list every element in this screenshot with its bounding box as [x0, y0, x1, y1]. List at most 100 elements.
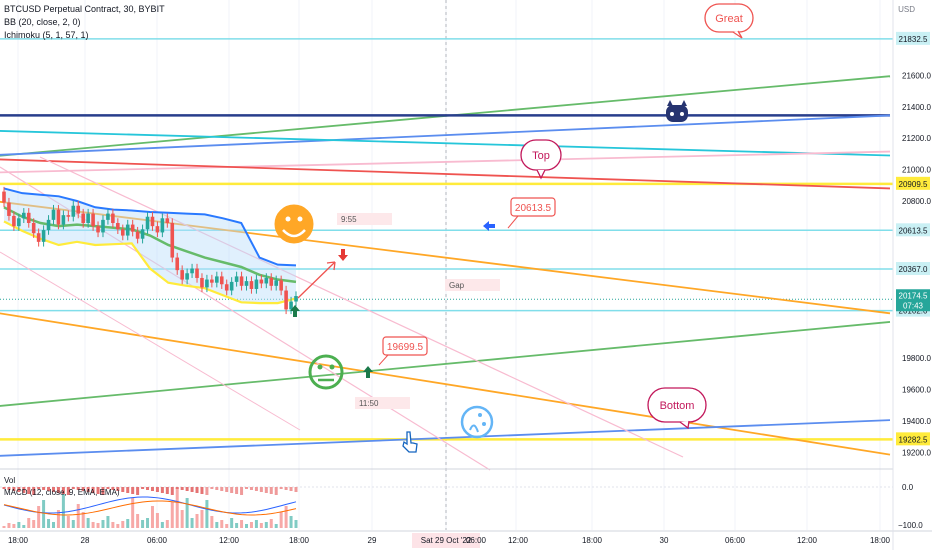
volume-bar	[81, 512, 85, 528]
drawings[interactable]: Great Top Bottom 20613.5 19699.5 9:55 11:50 Gap	[274, 3, 754, 453]
hand-pointer-icon[interactable]	[402, 431, 418, 453]
trend-line[interactable]	[0, 158, 891, 190]
macd-histogram-bar	[7, 487, 11, 490]
price-callout-20613[interactable]: 20613.5	[510, 197, 556, 217]
top-bubble-text: Top	[532, 150, 550, 162]
candle-body	[165, 218, 170, 224]
macd-histogram-bar	[61, 487, 65, 494]
trend-line[interactable]	[0, 150, 891, 174]
symbol-title[interactable]: BTCUSD Perpetual Contract, 30, BYBIT	[4, 4, 165, 14]
macd-histogram-bar	[37, 487, 41, 489]
gap-label[interactable]: Gap	[445, 279, 500, 291]
happy-face-icon[interactable]	[274, 204, 314, 244]
macd-histogram-bar	[180, 487, 184, 490]
happy-face-icon-mouth	[282, 229, 306, 238]
trend-line[interactable]	[0, 114, 891, 157]
cat-icon[interactable]	[666, 100, 688, 122]
candle-body	[26, 212, 31, 224]
trend-line[interactable]	[0, 75, 891, 160]
level-price-badge	[896, 31, 930, 45]
time-tick-label: 18:00	[8, 536, 29, 545]
macd-histogram-bar	[51, 487, 55, 492]
candle-body	[284, 290, 288, 310]
horizontal-levels[interactable]	[0, 38, 893, 441]
sad-face-circle	[460, 405, 494, 439]
candle-body	[289, 301, 293, 310]
candle-body	[145, 216, 150, 230]
candle-body	[155, 226, 160, 233]
macd-histogram-bar	[136, 487, 140, 495]
volume-bar	[249, 522, 253, 528]
great-bubble[interactable]: Great	[704, 3, 754, 39]
bottom-bubble[interactable]: Bottom	[647, 387, 707, 430]
top-bubble-tail	[536, 169, 546, 180]
neutral-face-icon-circle	[308, 354, 344, 390]
candle-body	[249, 281, 254, 289]
price-callout-19699[interactable]: 19699.5	[382, 336, 428, 356]
volume-bar	[37, 506, 41, 528]
candle-body	[160, 218, 165, 233]
time-tick-label: 06:00	[466, 536, 487, 545]
macd-histogram-bar	[170, 487, 174, 495]
volume-bar	[165, 520, 169, 528]
candle-body	[175, 257, 180, 271]
macd-histogram-bar	[254, 487, 258, 491]
trend-line[interactable]	[0, 321, 891, 411]
volume-bar	[185, 498, 189, 528]
bb-indicator-label[interactable]: BB (20, close, 2, 0)	[4, 17, 81, 27]
volume-bar	[91, 522, 95, 528]
macd-histogram-bar	[111, 487, 115, 490]
top-bubble[interactable]: Top	[520, 139, 562, 180]
macd-histogram-bar	[131, 487, 135, 494]
candle-body	[224, 284, 229, 291]
price-tick-label: 21600.0	[902, 71, 931, 80]
candle-body	[21, 212, 26, 219]
time-label-955[interactable]: 9:55	[337, 213, 392, 225]
macd-histogram-bar	[81, 487, 85, 491]
neutral-face-icon[interactable]	[308, 354, 344, 390]
time-label-1150[interactable]: 11:50	[355, 397, 410, 409]
candle-body	[120, 229, 125, 236]
time-axis[interactable]: 18:00 28 06:00 12:00 18:00 29 Sat 29 Oct '2206…	[8, 533, 891, 548]
volume-bar	[7, 523, 11, 528]
trend-lines[interactable]	[0, 75, 891, 471]
level-price-text: 20613.5	[899, 226, 928, 235]
current-price-countdown: 07:43	[903, 301, 924, 310]
bottom-bubble-shape	[647, 387, 707, 423]
macd-histogram-bar	[279, 487, 283, 489]
price-tick-label: 19200.0	[902, 448, 931, 457]
ichimoku-indicator-label[interactable]: Ichimoku (5, 1, 57, 1)	[4, 30, 89, 40]
left-arrow-icon	[483, 221, 495, 231]
trend-line[interactable]	[0, 130, 891, 157]
macd-histogram-bar	[284, 487, 288, 490]
sad-face-eye	[478, 413, 482, 417]
macd-histogram-bar	[240, 487, 244, 495]
volume-bar	[131, 498, 135, 528]
candle-body	[56, 209, 61, 225]
gap-label-bg	[445, 279, 500, 291]
time-tick-label: 29	[368, 536, 377, 545]
macd-histogram-bar	[12, 487, 16, 491]
sell-arrow-icon	[338, 249, 348, 261]
candle-body	[274, 280, 279, 286]
macd-histogram-bar	[2, 487, 6, 489]
volume-label: Vol	[4, 476, 15, 485]
candle-body	[71, 205, 76, 217]
macd-histogram-bar	[47, 487, 51, 491]
macd-histogram-bar	[215, 487, 219, 490]
volume-bar	[42, 500, 46, 528]
sad-face-icon[interactable]	[460, 405, 494, 439]
volume-bar	[66, 516, 70, 528]
candle-body	[205, 279, 209, 288]
trend-line[interactable]	[0, 305, 891, 456]
price-axis[interactable]: 21600.0 21400.0 21200.0 21000.0 20800.0 19800…	[892, 0, 931, 550]
volume-bar	[284, 506, 288, 528]
volume-bar	[146, 518, 150, 528]
neutral-face-icon-eye	[317, 364, 323, 370]
volume-bar	[121, 521, 125, 528]
trend-line[interactable]	[0, 419, 891, 458]
macd-histogram-bar	[235, 487, 239, 494]
price-callout-19699-shape	[382, 336, 428, 356]
macd-histogram-bar	[245, 487, 249, 489]
